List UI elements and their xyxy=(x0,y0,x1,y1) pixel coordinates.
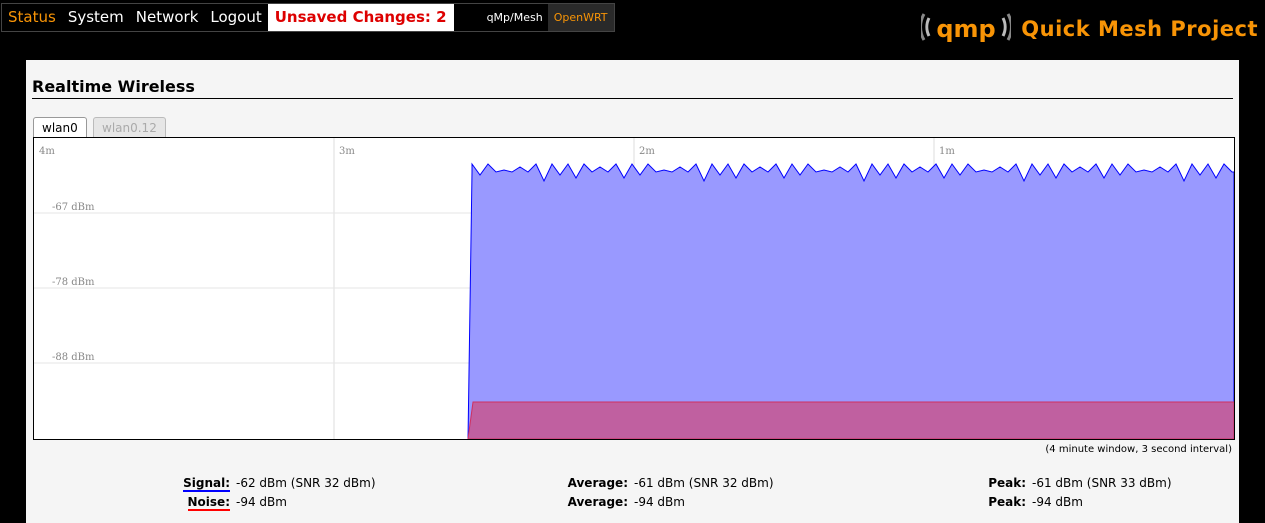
noise-area xyxy=(467,401,1234,439)
brand-title: Quick Mesh Project xyxy=(1021,17,1258,41)
svg-text:qmp: qmp xyxy=(937,15,996,43)
peak-stats: Peak: -61 dBm (SNR 33 dBm) Peak: -94 dBm xyxy=(976,474,1172,512)
unsaved-changes-link[interactable]: Unsaved Changes: 2 xyxy=(267,4,454,31)
y-label-67: -67 dBm xyxy=(52,202,95,213)
avg-noise-value: -94 dBm xyxy=(634,495,685,509)
noise-legend: Noise: xyxy=(187,495,230,511)
qmp-logo-icon: qmp xyxy=(921,13,1012,43)
avg-signal-value: -61 dBm (SNR 32 dBm) xyxy=(634,476,774,490)
peak-noise-label: Peak: xyxy=(988,495,1026,509)
main-content: Realtime Wireless wlan0 wlan0.12 4m 3m 2… xyxy=(26,60,1239,523)
x-label-2m: 2m xyxy=(639,146,655,157)
title-divider xyxy=(32,98,1233,99)
tab-wlan0-12[interactable]: wlan0.12 xyxy=(93,117,166,138)
avg-noise-label: Average: xyxy=(567,495,628,509)
theme-openwrt-link[interactable]: OpenWRT xyxy=(547,4,614,31)
page-title: Realtime Wireless xyxy=(32,77,195,96)
x-label-3m: 3m xyxy=(339,146,355,157)
x-label-1m: 1m xyxy=(939,146,955,157)
noise-value: -94 dBm xyxy=(236,495,287,509)
theme-qmp-link[interactable]: qMp/Mesh xyxy=(486,11,543,24)
menu-logout[interactable]: Logout xyxy=(210,8,262,26)
tab-wlan0[interactable]: wlan0 xyxy=(33,117,87,139)
peak-signal-label: Peak: xyxy=(988,476,1026,490)
peak-noise-value: -94 dBm xyxy=(1032,495,1083,509)
menu-network[interactable]: Network xyxy=(135,8,199,26)
y-label-88: -88 dBm xyxy=(52,352,95,363)
menu-system[interactable]: System xyxy=(67,8,124,26)
menu-status[interactable]: Status xyxy=(8,8,56,26)
average-stats: Average: -61 dBm (SNR 32 dBm) Average: -94… xyxy=(556,474,774,512)
peak-signal-value: -61 dBm (SNR 33 dBm) xyxy=(1032,476,1172,490)
signal-value: -62 dBm (SNR 32 dBm) xyxy=(236,476,376,490)
window-note: (4 minute window, 3 second interval) xyxy=(1045,444,1232,455)
brand: qmp Quick Mesh Project xyxy=(921,6,1258,52)
x-label-4m: 4m xyxy=(39,146,55,157)
realtime-graph: 4m 3m 2m 1m -67 dBm -78 dBm -88 dBm xyxy=(33,137,1235,440)
signal-area xyxy=(467,162,1234,439)
y-label-78: -78 dBm xyxy=(52,277,95,288)
top-menu: Status System Network Logout Unsaved Cha… xyxy=(1,3,615,32)
signal-legend: Signal: xyxy=(183,476,230,492)
avg-signal-label: Average: xyxy=(567,476,628,490)
current-stats: Signal: -62 dBm (SNR 32 dBm) Noise: -94 dB… xyxy=(156,474,376,512)
